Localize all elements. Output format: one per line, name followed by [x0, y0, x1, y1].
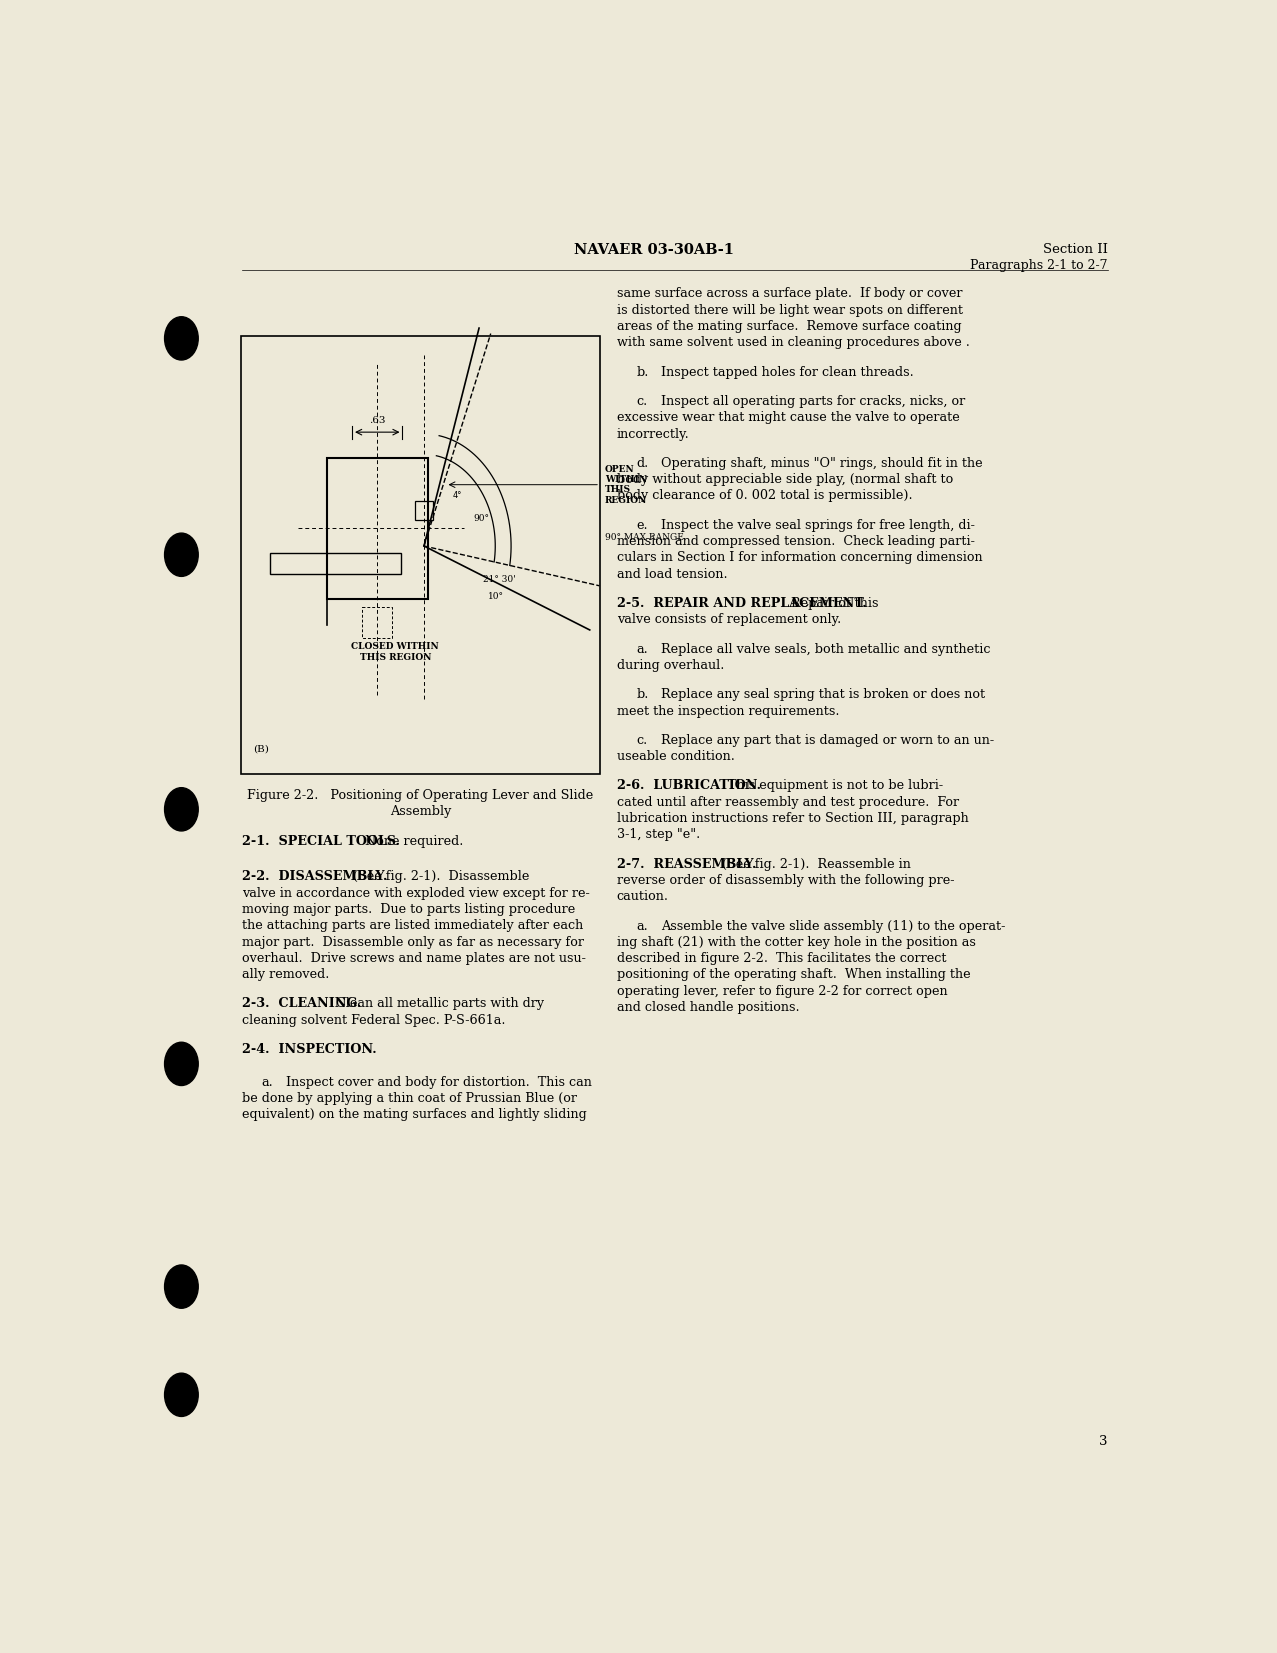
Text: meet the inspection requirements.: meet the inspection requirements. [617, 704, 839, 717]
Text: NAVAER 03-30AB-1: NAVAER 03-30AB-1 [575, 243, 734, 256]
Text: Section II: Section II [1043, 243, 1107, 256]
Text: same surface across a surface plate.  If body or cover: same surface across a surface plate. If … [617, 288, 963, 301]
Text: 10°: 10° [488, 592, 504, 602]
Text: 90° MAX RANGE: 90° MAX RANGE [605, 532, 684, 542]
Text: 2-1.  SPECIAL TOOLS.: 2-1. SPECIAL TOOLS. [241, 835, 400, 848]
Text: a.: a. [637, 643, 649, 656]
Text: mension and compressed tension.  Check leading parti-: mension and compressed tension. Check le… [617, 536, 974, 549]
Text: reverse order of disassembly with the following pre-: reverse order of disassembly with the fo… [617, 874, 954, 888]
Text: and closed handle positions.: and closed handle positions. [617, 1002, 799, 1013]
Text: 2-2.  DISASSEMBLY.: 2-2. DISASSEMBLY. [241, 871, 387, 883]
Text: operating lever, refer to figure 2-2 for correct open: operating lever, refer to figure 2-2 for… [617, 985, 948, 998]
Text: d.: d. [637, 456, 649, 469]
Circle shape [165, 1043, 198, 1086]
Text: 3: 3 [1099, 1435, 1107, 1448]
Text: 2-4.  INSPECTION.: 2-4. INSPECTION. [241, 1043, 377, 1056]
Text: 3-1, step "e".: 3-1, step "e". [617, 828, 700, 841]
Text: 2-7.  REASSEMBLY.: 2-7. REASSEMBLY. [617, 858, 756, 871]
Text: .63: .63 [369, 415, 386, 425]
Text: e.: e. [637, 519, 649, 532]
Text: incorrectly.: incorrectly. [617, 428, 690, 441]
Text: 2-5.  REPAIR AND REPLACEMENT.: 2-5. REPAIR AND REPLACEMENT. [617, 597, 867, 610]
Text: (See fig. 2-1).  Reassemble in: (See fig. 2-1). Reassemble in [714, 858, 912, 871]
Text: with same solvent used in cleaning procedures above .: with same solvent used in cleaning proce… [617, 336, 969, 349]
Text: 2-3.  CLEANING.: 2-3. CLEANING. [241, 997, 361, 1010]
Text: 21° 30': 21° 30' [484, 575, 516, 584]
Text: excessive wear that might cause the valve to operate: excessive wear that might cause the valv… [617, 412, 959, 425]
Circle shape [165, 317, 198, 360]
Text: CLOSED WITHIN
THIS REGION: CLOSED WITHIN THIS REGION [351, 643, 439, 661]
Text: useable condition.: useable condition. [617, 750, 734, 764]
Circle shape [165, 1374, 198, 1417]
Circle shape [165, 534, 198, 577]
Bar [241, 336, 600, 774]
Text: culars in Section I for information concerning dimension: culars in Section I for information conc… [617, 552, 982, 564]
Text: Operating shaft, minus "O" rings, should fit in the: Operating shaft, minus "O" rings, should… [661, 456, 983, 469]
Text: cated until after reassembly and test procedure.  For: cated until after reassembly and test pr… [617, 795, 959, 808]
Text: 90°: 90° [474, 514, 489, 522]
Text: body without appreciable side play, (normal shaft to: body without appreciable side play, (nor… [617, 473, 953, 486]
Text: positioning of the operating shaft.  When installing the: positioning of the operating shaft. When… [617, 969, 971, 982]
Text: valve in accordance with exploded view except for re-: valve in accordance with exploded view e… [241, 886, 590, 899]
Bar [415, 501, 433, 519]
Circle shape [165, 788, 198, 831]
Text: Assembly: Assembly [389, 805, 451, 818]
Text: a.: a. [262, 1076, 273, 1089]
Circle shape [165, 1265, 198, 1308]
Text: the attaching parts are listed immediately after each: the attaching parts are listed immediate… [241, 919, 584, 932]
Text: Replace any part that is damaged or worn to an un-: Replace any part that is damaged or worn… [661, 734, 995, 747]
Text: valve consists of replacement only.: valve consists of replacement only. [617, 613, 842, 626]
Text: be done by applying a thin coat of Prussian Blue (or: be done by applying a thin coat of Pruss… [241, 1093, 577, 1104]
Text: described in figure 2-2.  This facilitates the correct: described in figure 2-2. This facilitate… [617, 952, 946, 965]
Text: and load tension.: and load tension. [617, 567, 728, 580]
Text: Assemble the valve slide assembly (11) to the operat-: Assemble the valve slide assembly (11) t… [661, 919, 1006, 932]
Text: Figure 2-2.   Positioning of Operating Lever and Slide: Figure 2-2. Positioning of Operating Lev… [248, 788, 594, 802]
Text: equivalent) on the mating surfaces and lightly sliding: equivalent) on the mating surfaces and l… [241, 1108, 586, 1121]
Text: is distorted there will be light wear spots on different: is distorted there will be light wear sp… [617, 304, 963, 317]
Text: Paragraphs 2-1 to 2-7: Paragraphs 2-1 to 2-7 [971, 260, 1107, 273]
Text: caution.: caution. [617, 891, 669, 903]
Text: Inspect the valve seal springs for free length, di-: Inspect the valve seal springs for free … [661, 519, 976, 532]
Text: overhaul.  Drive screws and name plates are not usu-: overhaul. Drive screws and name plates a… [241, 952, 586, 965]
Text: Inspect tapped holes for clean threads.: Inspect tapped holes for clean threads. [661, 365, 914, 379]
Text: b.: b. [637, 688, 649, 701]
Text: cleaning solvent Federal Spec. P-S-661a.: cleaning solvent Federal Spec. P-S-661a. [241, 1013, 506, 1027]
Text: Inspect all operating parts for cracks, nicks, or: Inspect all operating parts for cracks, … [661, 395, 965, 408]
Text: b.: b. [637, 365, 649, 379]
Text: 2-6.  LUBRICATION.: 2-6. LUBRICATION. [617, 780, 761, 792]
Text: during overhaul.: during overhaul. [617, 660, 724, 671]
Text: c.: c. [637, 395, 647, 408]
Text: Replace any seal spring that is broken or does not: Replace any seal spring that is broken o… [661, 688, 986, 701]
Text: 4°: 4° [453, 491, 462, 499]
Text: Repair of this: Repair of this [783, 597, 879, 610]
Text: This equipment is not to be lubri-: This equipment is not to be lubri- [720, 780, 944, 792]
Text: Clean all metallic parts with dry: Clean all metallic parts with dry [328, 997, 544, 1010]
Text: None required.: None required. [356, 835, 464, 848]
Text: (B): (B) [253, 744, 268, 754]
Text: moving major parts.  Due to parts listing procedure: moving major parts. Due to parts listing… [241, 903, 575, 916]
Text: c.: c. [637, 734, 647, 747]
Text: areas of the mating surface.  Remove surface coating: areas of the mating surface. Remove surf… [617, 321, 962, 332]
Text: OPEN
WITHIN
THIS
REGION: OPEN WITHIN THIS REGION [605, 464, 647, 504]
Text: Inspect cover and body for distortion.  This can: Inspect cover and body for distortion. T… [286, 1076, 593, 1089]
Text: body clearance of 0. 002 total is permissible).: body clearance of 0. 002 total is permis… [617, 489, 913, 503]
Text: lubrication instructions refer to Section III, paragraph: lubrication instructions refer to Sectio… [617, 812, 969, 825]
Text: ing shaft (21) with the cotter key hole in the position as: ing shaft (21) with the cotter key hole … [617, 936, 976, 949]
Text: major part.  Disassemble only as far as necessary for: major part. Disassemble only as far as n… [241, 936, 584, 949]
Text: (See fig. 2-1).  Disassemble: (See fig. 2-1). Disassemble [345, 871, 530, 883]
Text: ally removed.: ally removed. [241, 969, 329, 982]
Bar [269, 554, 401, 574]
Text: a.: a. [637, 919, 649, 932]
Bar [327, 458, 428, 598]
Text: Replace all valve seals, both metallic and synthetic: Replace all valve seals, both metallic a… [661, 643, 991, 656]
